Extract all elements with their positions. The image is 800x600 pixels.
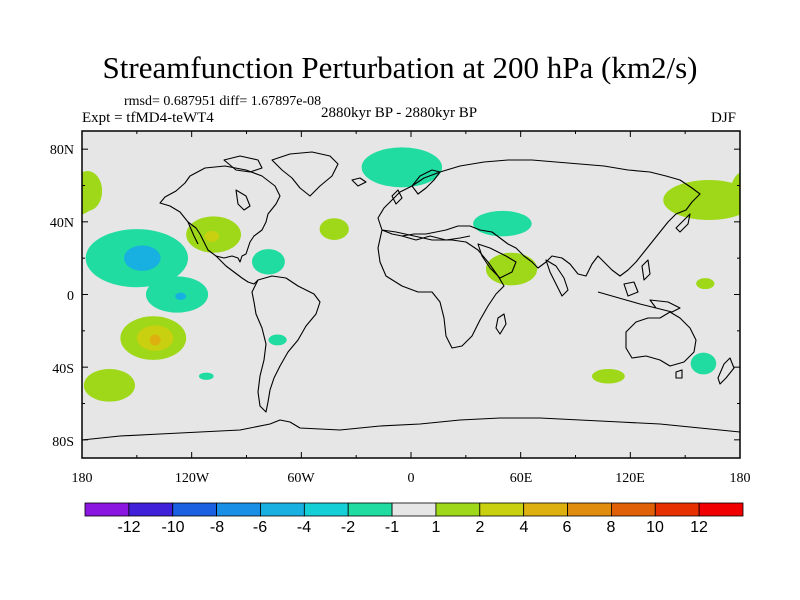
colorbar-swatch: [479, 502, 525, 517]
anomaly-central-asia-negative: [473, 210, 532, 237]
coastline-arabia: [477, 243, 517, 279]
coastlines: [82, 151, 740, 441]
coastline-antarctica: [82, 417, 740, 441]
coastline-greenland: [271, 151, 339, 197]
experiment-label: Expt = tfMD4-teWT4: [82, 110, 214, 126]
colorbar-label: -12: [117, 519, 140, 536]
x-tick-label: 120E: [615, 471, 645, 486]
anomaly-mid-atlantic-positive: [319, 218, 349, 241]
colorbar-swatch: [391, 502, 437, 517]
colorbar-label: 6: [563, 519, 572, 536]
colorbar-swatch: [567, 502, 612, 517]
anomaly-southeast-pacific-negative: [198, 372, 214, 380]
coastline-philippines: [641, 259, 651, 281]
coastline-new-guinea: [649, 299, 681, 313]
colorbar-swatch: [303, 502, 349, 517]
coastline-central-america: [215, 255, 259, 285]
period-label: 2880kyr BP - 2880kyr BP: [321, 105, 478, 121]
anomaly-western-us-positive-core: [204, 230, 220, 242]
colorbar-label: 4: [520, 519, 529, 536]
colorbar-label: -6: [253, 519, 267, 536]
coastline-eurasia: [377, 159, 701, 277]
anomaly-north-atlantic-positive-low: [361, 147, 443, 188]
coastline-british-isles: [391, 189, 403, 205]
x-tick-label: 180: [730, 471, 751, 486]
coastline-borneo: [623, 281, 639, 297]
axis-ticks: [81, 131, 741, 458]
anomaly-south-pacific-far-positive: [83, 368, 136, 402]
colorbar-swatch: [260, 502, 305, 517]
colorbar-swatch: [216, 502, 261, 517]
colorbar: [84, 502, 744, 517]
x-tick-label: 120W: [175, 471, 210, 486]
plot-title: Streamfunction Perturbation at 200 hPa (…: [102, 50, 698, 85]
anomaly-indian-ocean-positive: [591, 368, 625, 384]
coastline-australia: [625, 311, 697, 367]
y-tick-label: 80S: [52, 435, 74, 450]
anomaly-south-pacific-positive-center: [149, 334, 161, 346]
coastline-india: [545, 259, 569, 297]
statistics-label: rmsd= 0.687951 diff= 1.67897e-08: [124, 94, 322, 109]
y-tick-label: 40N: [50, 216, 74, 231]
colorbar-label: 1: [432, 519, 441, 536]
anomaly-north-pacific-negative-core: [124, 245, 161, 271]
colorbar-label: -4: [297, 519, 311, 536]
colorbar-swatch: [654, 502, 700, 517]
anomaly-west-pacific-tropical-positive: [696, 278, 715, 290]
coastline-scandinavia: [411, 169, 441, 195]
coastline-africa: [377, 229, 505, 349]
x-tick-label: 60W: [287, 471, 315, 486]
colorbar-label: 10: [646, 519, 664, 536]
y-tick-label: 40S: [52, 362, 74, 377]
coastline-japan: [675, 213, 691, 233]
anomaly-tasman-negative: [690, 352, 717, 375]
coastline-mediterranean: [401, 235, 471, 241]
anomaly-west-pacific-north-positive: [663, 180, 740, 221]
colorbar-swatch: [435, 502, 481, 517]
coastline-tasmania: [675, 369, 683, 379]
colorbar-label: -10: [161, 519, 184, 536]
coastline-iceland: [351, 177, 367, 187]
x-tick-label: 60E: [510, 471, 533, 486]
colorbar-label: -1: [385, 519, 399, 536]
coastline-new-zealand: [717, 357, 735, 385]
coastline-hudson-bay: [235, 189, 251, 211]
axis-labels: 180 120W 60W 0 60E 120E 180 80N 40N 0 40…: [50, 143, 751, 486]
anomaly-dateline-north-positive: [82, 170, 103, 211]
anomaly-south-america-negative: [268, 334, 287, 346]
colorbar-swatch: [523, 502, 568, 517]
colorbar-swatch: [347, 502, 393, 517]
coastline-baja: [187, 221, 199, 245]
colorbar-label: 12: [690, 519, 708, 536]
season-label: DJF: [711, 110, 737, 126]
anomaly-layer: [82, 147, 740, 402]
y-tick-label: 80N: [50, 143, 74, 158]
coastline-north-america: [159, 165, 281, 263]
anomaly-caribbean-negative: [251, 249, 285, 275]
anomaly-north-pacific-negative-tail-core: [175, 292, 187, 300]
colorbar-label: -2: [341, 519, 355, 536]
coastline-south-america: [251, 275, 321, 413]
colorbar-swatch: [128, 502, 174, 517]
colorbar-swatch: [172, 502, 218, 517]
colorbar-label: -8: [210, 519, 224, 536]
colorbar-swatch: [698, 502, 744, 517]
colorbar-labels: -12 -10 -8 -6 -4 -2 -1 1 2 4 6 8 10 12: [117, 519, 708, 536]
coastline-arctic-islands: [223, 155, 263, 173]
colorbar-swatch: [611, 502, 656, 517]
colorbar-swatch: [84, 502, 130, 517]
x-tick-label: 0: [408, 471, 415, 486]
x-tick-label: 180: [72, 471, 93, 486]
anomaly-dateline-north-positive: [730, 172, 740, 210]
colorbar-label: 8: [607, 519, 616, 536]
coastline-indonesia: [597, 291, 657, 309]
colorbar-label: 2: [476, 519, 485, 536]
y-tick-label: 0: [67, 289, 74, 304]
coastline-madagascar: [495, 313, 507, 335]
